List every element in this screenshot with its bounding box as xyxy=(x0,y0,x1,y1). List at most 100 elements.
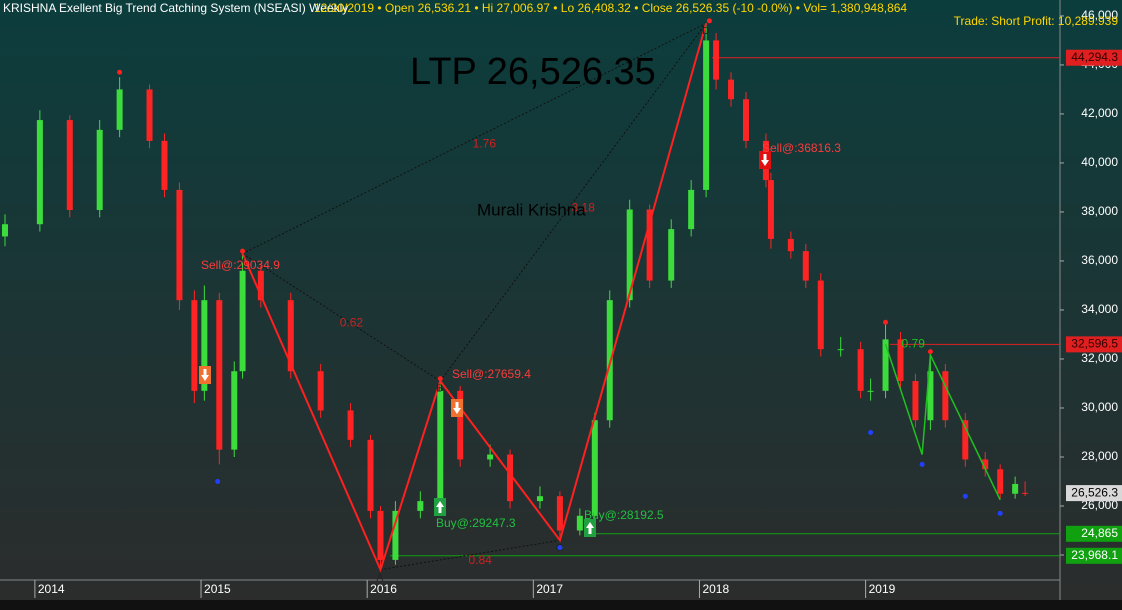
signal-arrow xyxy=(453,402,461,414)
candle-body xyxy=(216,300,223,450)
ltp-text: LTP 26,526.35 xyxy=(410,51,656,93)
grid-layer: 24,00026,00028,00030,00032,00034,00036,0… xyxy=(34,8,1118,598)
y-tick-label: 26,000 xyxy=(1081,498,1118,512)
candle-body xyxy=(606,300,613,421)
swing-high xyxy=(240,248,246,254)
swing-low xyxy=(215,478,221,484)
signal-label: Buy@:28192.5 xyxy=(584,508,664,522)
candle-body xyxy=(457,390,464,460)
candle-body xyxy=(96,129,103,210)
pattern2-ratio: 0.79 xyxy=(902,336,926,350)
candle-body xyxy=(487,454,494,460)
swing-low xyxy=(868,429,874,435)
candle-body xyxy=(507,454,514,502)
swing-low xyxy=(557,545,563,551)
candle-body xyxy=(927,371,934,421)
candle-body xyxy=(317,371,324,411)
y-tick-label: 38,000 xyxy=(1081,204,1118,218)
candle-body xyxy=(116,89,123,130)
pattern-ratio: 0.62 xyxy=(340,315,364,329)
level-label: 32,596.5 xyxy=(1071,337,1118,351)
swing-low xyxy=(919,461,925,467)
signal-arrow xyxy=(201,369,209,381)
level-tag xyxy=(1066,525,1122,542)
pattern-ratio: 0.84 xyxy=(469,553,493,567)
candle-body xyxy=(1022,492,1029,494)
candle-body xyxy=(626,209,633,301)
y-tick-label: 32,000 xyxy=(1081,351,1118,365)
candle-body xyxy=(787,238,794,252)
pattern-ratio: 1.76 xyxy=(473,137,497,151)
pattern2-line xyxy=(884,344,1001,501)
candle-body xyxy=(897,339,904,382)
y-tick-label: 46,000 xyxy=(1081,8,1118,22)
candle-body xyxy=(591,420,598,516)
y-tick-label: 28,000 xyxy=(1081,449,1118,463)
header-title: KRISHNA Exellent Big Trend Catching Syst… xyxy=(3,1,348,15)
swing-high xyxy=(706,18,712,24)
level-label: 23,968.1 xyxy=(1071,548,1118,562)
swing-high xyxy=(117,69,123,75)
swing-high xyxy=(883,319,889,325)
x-tick-label: 2017 xyxy=(536,582,563,596)
candle-body xyxy=(367,439,374,511)
pattern-point-label: A xyxy=(376,572,383,583)
candle-body xyxy=(867,390,874,392)
candle-body xyxy=(161,140,168,190)
candle-body xyxy=(1012,483,1019,494)
signal-label: Sell@:27659.4 xyxy=(452,367,531,381)
candle-body xyxy=(231,371,238,450)
signal-arrow xyxy=(586,522,594,534)
candle-body xyxy=(728,79,735,100)
candle-body xyxy=(942,371,949,421)
swing-low xyxy=(997,510,1003,516)
candle-body xyxy=(997,469,1004,494)
y-tick-label: 30,000 xyxy=(1081,400,1118,414)
x-tick-label: 2016 xyxy=(370,582,397,596)
candle-body xyxy=(176,189,183,301)
pattern-point-label: X xyxy=(239,256,246,267)
signal-label: Sell@:29034.9 xyxy=(201,258,280,272)
candle-body xyxy=(536,496,543,502)
level-label: 24,865 xyxy=(1081,526,1118,540)
candle-body xyxy=(36,120,43,225)
candle-body xyxy=(767,180,774,239)
candle-body xyxy=(437,390,444,502)
y-tick-label: 42,000 xyxy=(1081,106,1118,120)
candle-body xyxy=(882,339,889,391)
candle-body xyxy=(837,349,844,351)
signal-label: Buy@:29247.3 xyxy=(436,516,516,530)
candle-body xyxy=(146,89,153,141)
last-price-tag xyxy=(1066,485,1122,502)
last-price-label: 26,526.3 xyxy=(1071,485,1118,499)
candle-body xyxy=(646,209,653,281)
candle-body xyxy=(377,510,384,560)
y-tick-label: 36,000 xyxy=(1081,253,1118,267)
candle-body xyxy=(688,189,695,230)
candles-layer xyxy=(1,23,1029,570)
candle-body xyxy=(287,300,294,372)
swing-low xyxy=(962,493,968,499)
volume-strip xyxy=(0,600,1122,610)
overlay-layer: 44,294.3 32,596.5 24,865 23,968.1 26,526.3 0.… xyxy=(117,18,1122,583)
x-tick-label: 2014 xyxy=(38,582,65,596)
signal-arrow xyxy=(761,154,769,166)
x-tick-label: 2018 xyxy=(702,582,729,596)
candle-body xyxy=(713,40,720,80)
candle-body xyxy=(576,515,583,531)
candle-body xyxy=(668,229,675,281)
level-tag xyxy=(1066,49,1122,66)
candle-body xyxy=(742,99,749,141)
candle-body xyxy=(857,349,864,391)
x-tick-label: 2019 xyxy=(869,582,896,596)
y-tick-label: 34,000 xyxy=(1081,302,1118,316)
trade-text: Trade: Short Profit: 10,289.939 xyxy=(954,14,1119,28)
author-text: Murali Krishna xyxy=(477,200,586,219)
level-tag xyxy=(1066,336,1122,353)
y-tick-label: 40,000 xyxy=(1081,155,1118,169)
candle-body xyxy=(912,381,919,421)
header-info: 12/20/2019 • Open 26,536.21 • Hi 27,006.… xyxy=(314,1,907,15)
swing-high xyxy=(927,349,933,355)
candle-body xyxy=(1,224,8,237)
